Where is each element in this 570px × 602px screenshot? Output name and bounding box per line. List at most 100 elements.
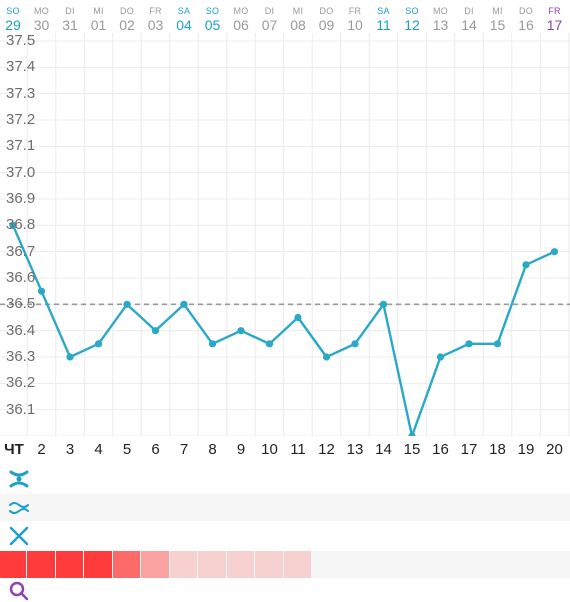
y-tick-label: 37.4: [6, 58, 36, 76]
header-date[interactable]: 11: [376, 17, 391, 33]
header-date[interactable]: 08: [290, 17, 306, 33]
period-flow-cell[interactable]: [112, 551, 141, 578]
cycle-day-label: 6: [151, 441, 160, 458]
period-flow-cell[interactable]: [0, 551, 27, 578]
header-day-of-week: DI: [264, 6, 275, 16]
header-date[interactable]: 17: [546, 17, 563, 33]
cycle-day-label: 9: [236, 441, 246, 458]
header-day-of-week: MI: [492, 6, 503, 16]
row-intercourse[interactable]: [0, 579, 570, 600]
header-day-of-week: DO: [120, 6, 134, 16]
cycle-day-label: 16: [432, 441, 449, 458]
y-tick-label: 36.7: [6, 242, 36, 260]
period-flow-cell[interactable]: [27, 551, 55, 578]
row-cervix[interactable]: [0, 465, 570, 493]
y-tick-label: 37.1: [6, 137, 36, 155]
temperature-point: [123, 300, 131, 308]
header-date[interactable]: 14: [461, 17, 477, 33]
header-date[interactable]: 29: [5, 17, 21, 33]
temperature-point: [379, 300, 388, 308]
cycle-day-label: 11: [290, 441, 306, 458]
cycle-day-label: 14: [375, 441, 392, 458]
intercourse-icon: [9, 581, 29, 601]
header-date[interactable]: 03: [147, 17, 164, 33]
header-day-of-week: MO: [34, 6, 49, 16]
ovulation-test-icon: [9, 526, 29, 546]
y-tick-label: 37.5: [6, 32, 36, 49]
cycle-day-label: 5: [122, 441, 132, 458]
period-flow-cell[interactable]: [84, 551, 112, 578]
temperature-point: [351, 340, 359, 348]
temperature-point: [436, 353, 445, 361]
cycle-day-first-label: ЧT: [4, 441, 24, 458]
header-date[interactable]: 30: [33, 17, 50, 33]
header-date[interactable]: 06: [233, 17, 249, 33]
header-date[interactable]: 02: [119, 17, 135, 33]
cycle-day-label: 15: [403, 441, 421, 458]
period-flow-cell[interactable]: [198, 551, 226, 578]
header-date[interactable]: 15: [489, 17, 506, 33]
header-date[interactable]: 12: [404, 17, 420, 33]
temperature-point: [151, 327, 160, 335]
cycle-day-label: 4: [94, 441, 103, 458]
temperature-chart[interactable]: [0, 0, 570, 436]
cycle-day-label: 3: [65, 441, 75, 458]
y-tick-label: 36.6: [6, 269, 36, 286]
header-day-of-week: SO: [205, 6, 220, 16]
header-date[interactable]: 07: [261, 17, 278, 33]
header-day-of-week: DI: [464, 6, 474, 16]
cycle-day-label: 18: [489, 441, 506, 458]
y-tick-label: 37.2: [6, 111, 36, 128]
mucus-icon: [9, 502, 29, 514]
temperature-point: [322, 353, 331, 361]
header-date[interactable]: 01: [90, 17, 107, 33]
temperature-point: [94, 340, 103, 348]
header-date[interactable]: 16: [518, 17, 534, 33]
header-date[interactable]: 10: [347, 17, 363, 33]
period-flow-cell[interactable]: [283, 551, 312, 578]
cycle-day-label: 17: [460, 441, 478, 458]
temperature-point: [37, 287, 46, 295]
y-tick-label: 36.9: [6, 190, 36, 207]
cycle-day-label: 19: [517, 441, 535, 458]
cycle-day-label: 20: [546, 441, 563, 458]
header-date[interactable]: 05: [204, 17, 221, 33]
header-day-of-week: FR: [548, 6, 561, 16]
cycle-day-label: 13: [346, 441, 364, 458]
header-day-of-week: MI: [93, 6, 104, 16]
temperature-point: [9, 221, 17, 229]
temperature-point: [208, 340, 217, 348]
temperature-point: [180, 300, 188, 308]
temperature-point: [237, 327, 245, 335]
header-day-of-week: MO: [433, 6, 448, 16]
row-mucus[interactable]: [0, 494, 570, 521]
cycle-day-label: 10: [261, 441, 278, 458]
cycle-day-label: 8: [208, 441, 217, 458]
header-date[interactable]: 09: [318, 17, 335, 33]
period-flow-cell[interactable]: [226, 551, 255, 578]
temperature-point: [265, 340, 274, 348]
y-tick-label: 37.0: [6, 163, 36, 181]
cycle-day-label: 12: [318, 441, 335, 458]
period-flow-cell[interactable]: [141, 551, 169, 578]
y-tick-label: 36.2: [6, 374, 36, 392]
y-tick-label: 36.8: [6, 216, 36, 234]
header-day-of-week: DO: [519, 6, 533, 16]
temperature-point: [66, 353, 74, 361]
period-flow-cell[interactable]: [55, 551, 84, 578]
header-date[interactable]: 04: [176, 17, 192, 33]
header-day-of-week: FR: [348, 6, 362, 16]
y-tick-label: 36.1: [6, 400, 36, 418]
period-flow-cell[interactable]: [169, 551, 198, 578]
header-date[interactable]: 13: [432, 17, 449, 33]
temperature-point: [465, 340, 473, 348]
row-ovulation-test[interactable]: [0, 522, 570, 550]
period-flow-cell[interactable]: [255, 551, 283, 578]
temperature-point: [550, 248, 559, 256]
temperature-point: [493, 340, 502, 348]
header-date[interactable]: 31: [62, 17, 78, 33]
header-day-of-week: MI: [292, 6, 304, 16]
temperature-point: [294, 313, 302, 322]
header-day-of-week: DI: [65, 6, 75, 16]
